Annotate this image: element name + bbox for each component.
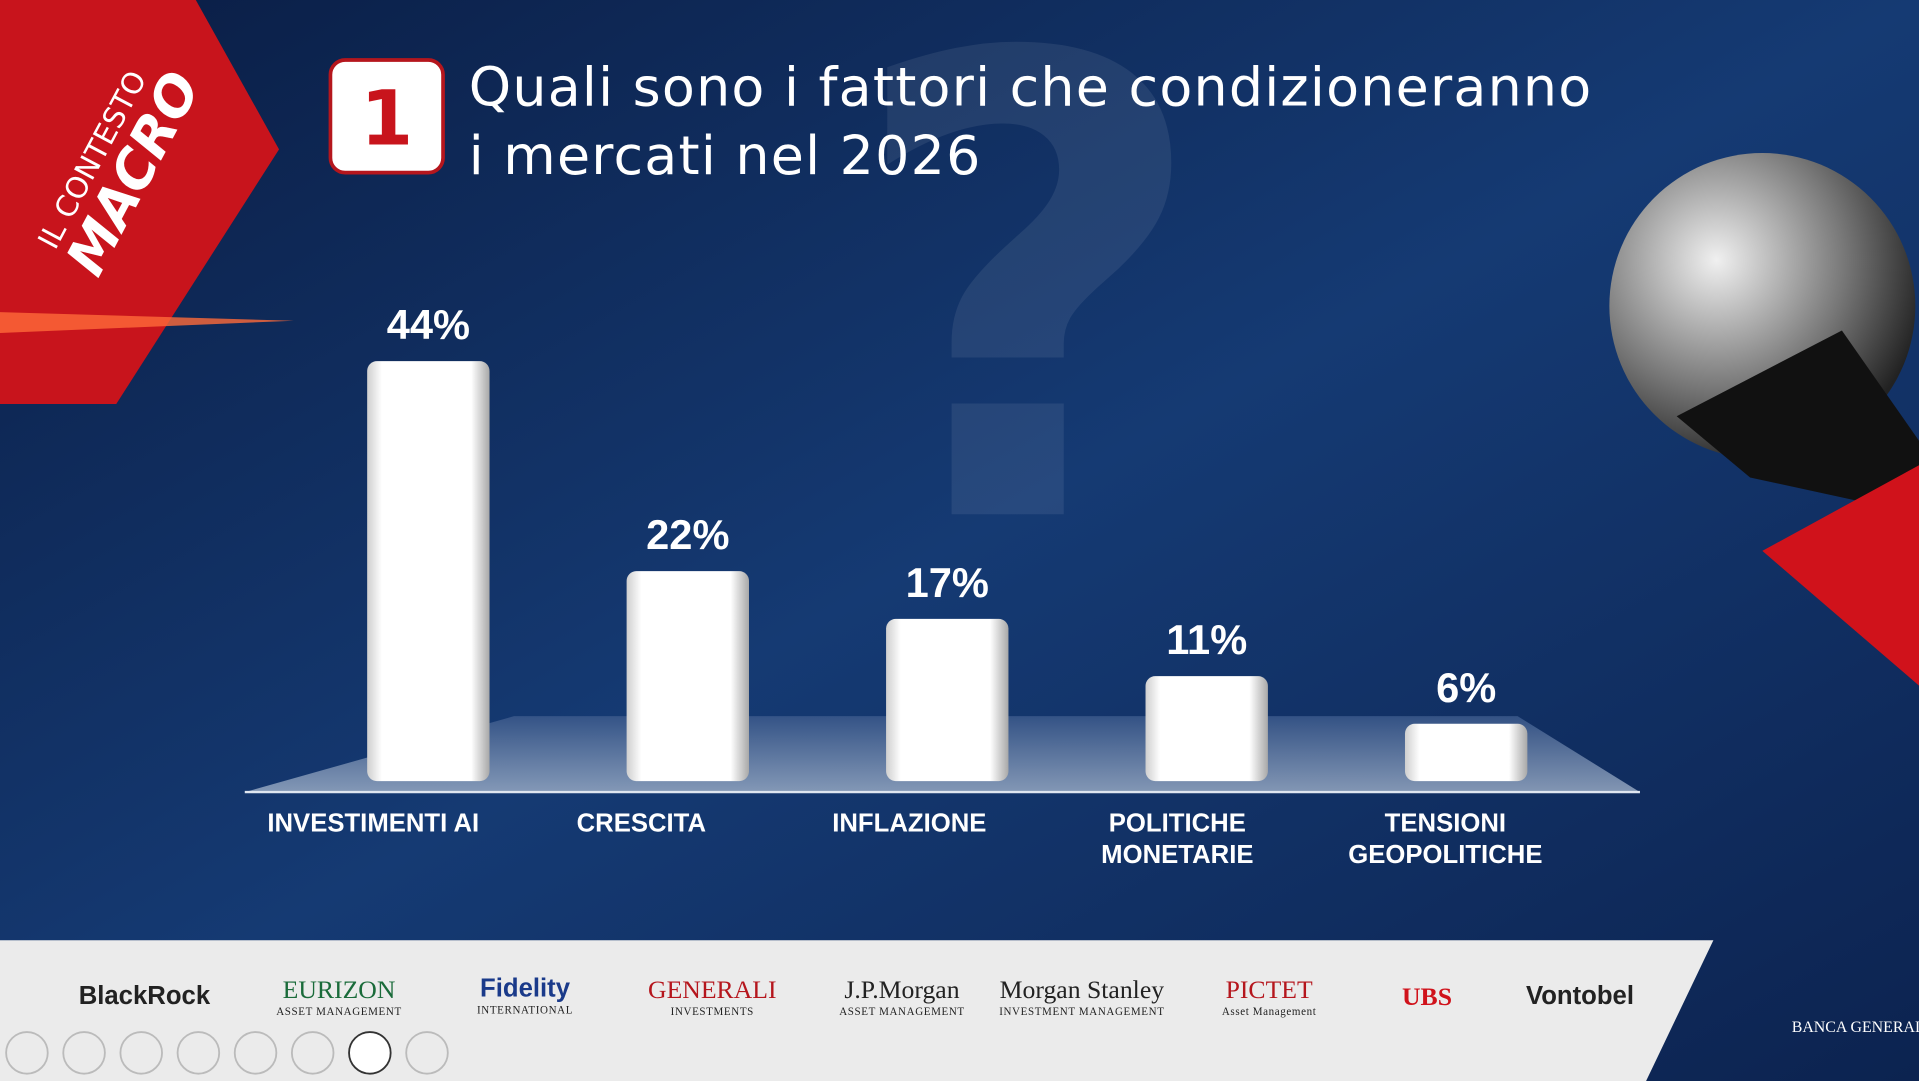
- logo-subtitle: ASSET MANAGEMENT: [276, 1005, 402, 1018]
- partner-logo: EURIZON ASSET MANAGEMENT: [247, 974, 431, 1017]
- logo-name: UBS: [1401, 981, 1453, 1012]
- question-number: 1: [360, 74, 413, 162]
- partner-logo: BlackRock: [53, 982, 237, 1011]
- logo-subtitle: INTERNATIONAL: [476, 1003, 574, 1017]
- microphone-handle: [1676, 330, 1919, 515]
- bar: [1145, 676, 1268, 782]
- toolbar-button: [348, 1031, 392, 1075]
- chart-title: Quali sono i fattori che condizioneranno…: [468, 56, 1593, 188]
- logo-name: GENERALI: [648, 974, 777, 1004]
- partner-logo: Fidelity INTERNATIONAL: [433, 974, 617, 1016]
- x-tick-label: INVESTIMENTI AI: [267, 809, 480, 838]
- value-label: 11%: [1166, 616, 1247, 663]
- partner-logo: PICTET Asset Management: [1177, 974, 1361, 1017]
- bar: [367, 361, 490, 782]
- brand: BANCA GENERALI PRIVATE: [1792, 1019, 1919, 1036]
- bar: [886, 618, 1009, 782]
- x-tick-label: CRESCITA: [576, 809, 707, 838]
- logo-name: J.P.Morgan: [844, 974, 960, 1004]
- footer: [0, 940, 1714, 1081]
- value-label: 22%: [646, 511, 729, 558]
- value-label: 17%: [906, 559, 989, 606]
- partner-logo: GENERALI INVESTMENTS: [620, 974, 804, 1017]
- partner-logo: J.P.Morgan ASSET MANAGEMENT: [810, 974, 994, 1017]
- toolbar-button: [62, 1031, 106, 1075]
- logo-subtitle: Asset Management: [1221, 1005, 1317, 1018]
- logo-name: Morgan Stanley: [999, 974, 1165, 1004]
- logo-name: Vontobel: [1525, 981, 1634, 1010]
- bar: [1404, 723, 1528, 782]
- logo-name: Fidelity: [480, 974, 571, 1003]
- bar: [626, 571, 749, 782]
- toolbar-button: [233, 1031, 278, 1075]
- logo-name: PICTET: [1225, 974, 1313, 1004]
- logo-name: EURIZON: [282, 974, 396, 1004]
- logo-name: BlackRock: [78, 981, 211, 1010]
- logo-subtitle: INVESTMENTS: [670, 1005, 754, 1018]
- question-mark-decoration: ?: [843, 0, 1212, 665]
- partner-logo: UBS: [1335, 982, 1519, 1013]
- toolbar-button: [290, 1031, 335, 1075]
- x-tick-label: POLITICHE MONETARIE: [1101, 809, 1254, 870]
- toolbar-button: [5, 1031, 49, 1075]
- partner-logo: Morgan Stanley INVESTMENT MANAGEMENT: [990, 974, 1174, 1017]
- value-label: 44%: [387, 301, 470, 348]
- logo-subtitle: ASSET MANAGEMENT: [839, 1005, 965, 1018]
- toolbar-button: [119, 1031, 163, 1075]
- partner-logo: Vontobel: [1488, 982, 1672, 1011]
- toolbar-button: [176, 1031, 221, 1075]
- logo-subtitle: INVESTMENT MANAGEMENT: [999, 1005, 1165, 1018]
- x-tick-label: INFLAZIONE: [832, 809, 987, 838]
- value-label: 6%: [1436, 664, 1496, 711]
- x-tick-label: TENSIONI GEOPOLITICHE: [1348, 809, 1543, 870]
- banner-shape: [0, 0, 280, 404]
- banner-flare: [0, 312, 294, 333]
- toolbar-button: [405, 1031, 449, 1075]
- logo-tile: [1762, 465, 1919, 686]
- toolbar: [5, 1031, 449, 1075]
- number-box: [328, 58, 445, 175]
